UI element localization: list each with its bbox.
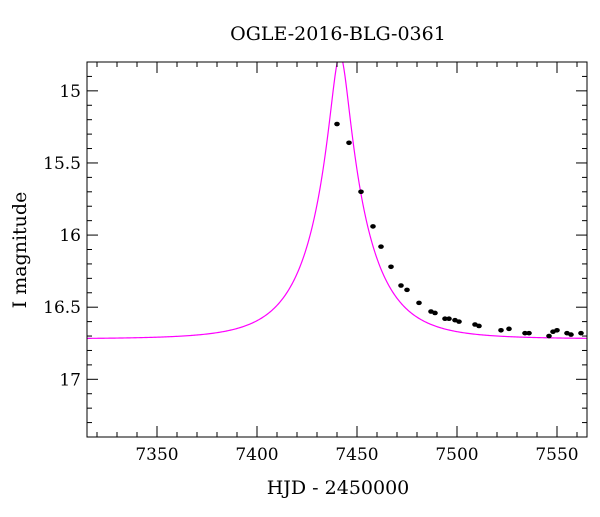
y-tick-label: 16 [59,226,81,246]
data-point [432,310,438,316]
data-point [370,224,376,229]
ticks-layer: 7350 7400 7450 7500 7550 15 15.5 16 16.5 17 [43,61,587,465]
data-point [568,332,574,337]
data-point [506,326,512,332]
data-point [442,316,448,322]
y-axis-label: I magnitude [9,192,31,309]
x-tick-label: 7450 [335,445,378,465]
x-tick-label: 7500 [435,445,478,465]
x-tick-label: 7350 [135,445,178,465]
data-point [526,330,532,336]
y-tick-label: 15.5 [43,154,81,174]
data-point [334,121,340,127]
y-tick-label: 17 [59,370,81,390]
data-point [346,140,352,146]
data-point [378,244,384,249]
y-tick-label: 15 [59,82,81,102]
data-point [358,189,364,195]
data-point [456,319,462,324]
data-point [398,283,404,288]
data-point [522,330,528,336]
data-point [546,333,552,339]
x-tick-label: 7550 [535,445,578,465]
x-axis-label: HJD - 2450000 [267,477,410,499]
model-curve [87,62,587,339]
data-point [476,323,482,329]
data-points-layer [334,121,584,339]
data-point [388,264,394,270]
model-curve-layer [87,62,587,339]
data-point [404,287,410,293]
data-point [578,330,584,336]
data-point [416,300,422,306]
plot-frame [86,61,588,438]
x-tick-label: 7400 [235,445,278,465]
data-point [446,316,452,322]
y-tick-label: 16.5 [43,298,81,318]
data-point [498,327,504,333]
chart-title: OGLE-2016-BLG-0361 [230,23,446,45]
data-point [554,327,560,333]
